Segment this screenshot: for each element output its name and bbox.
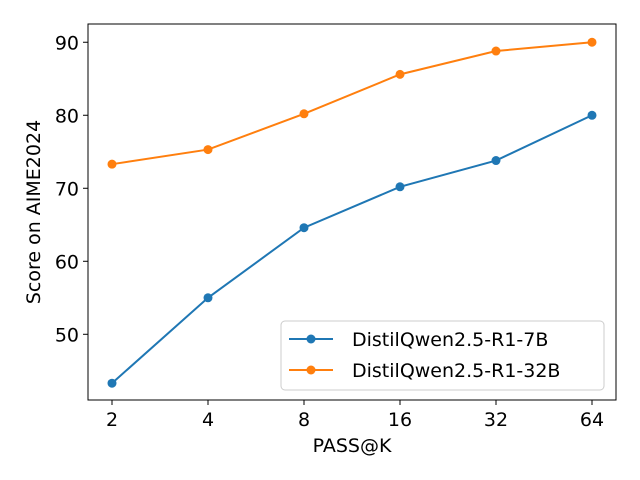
x-axis-label: PASS@K (313, 435, 392, 457)
y-tick-label: 70 (55, 178, 79, 200)
x-tick-label: 8 (298, 409, 310, 431)
x-tick-label: 16 (388, 409, 412, 431)
data-point (299, 109, 309, 119)
x-tick-label: 4 (202, 409, 214, 431)
series-layer (107, 37, 597, 388)
y-tick-label: 50 (55, 324, 79, 346)
plot-area (87, 23, 617, 401)
legend-label-32b: DistilQwen2.5-R1-32B (352, 360, 560, 382)
data-point (491, 156, 501, 166)
data-point (203, 293, 213, 303)
data-point (395, 182, 405, 192)
y-tick-label: 80 (55, 105, 79, 127)
data-point (491, 46, 501, 56)
x-tick-label: 32 (484, 409, 508, 431)
y-tick-label: 60 (55, 251, 79, 273)
series-line-1 (111, 41, 593, 166)
legend-marker-7b (306, 334, 316, 344)
y-axis-ticks: 50 60 70 80 90 (55, 32, 88, 346)
legend-label-7b: DistilQwen2.5-R1-7B (352, 329, 548, 351)
data-point (203, 145, 213, 155)
legend-box (280, 320, 605, 391)
legend: DistilQwen2.5-R1-7B DistilQwen2.5-R1-32B (280, 320, 605, 391)
x-axis-ticks: 2 4 8 16 32 64 (106, 400, 604, 431)
series-line-0 (111, 114, 593, 384)
data-point (395, 69, 405, 79)
x-tick-label: 2 (106, 409, 118, 431)
x-tick-label: 64 (580, 409, 604, 431)
legend-marker-32b (306, 365, 316, 375)
y-tick-label: 90 (55, 32, 79, 54)
data-point (299, 223, 309, 233)
y-axis-label: Score on AIME2024 (23, 120, 45, 304)
data-point (587, 37, 597, 47)
data-point (107, 159, 117, 169)
data-point (107, 378, 117, 388)
data-point (587, 110, 597, 120)
